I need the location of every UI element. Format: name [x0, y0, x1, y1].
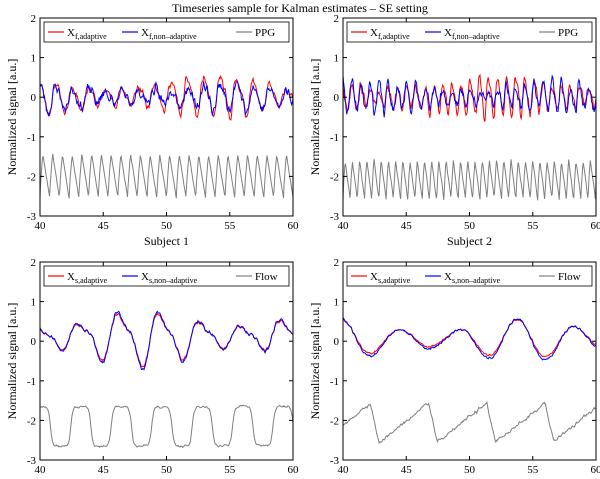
legend: Xs,adaptive Xs,non–adaptive Flow [43, 265, 290, 287]
axes-box [39, 261, 294, 461]
y-tick-label: 2 [31, 257, 37, 269]
y-tick-label: 0 [31, 336, 37, 348]
x-tick-label: 40 [35, 220, 47, 232]
legend-box [43, 265, 290, 287]
legend: Xf,adaptive Xf,non–adaptive PPG [346, 21, 593, 43]
series-line-2-2 [343, 74, 596, 118]
legend-label: PPG [558, 27, 578, 39]
legend-box [43, 21, 290, 43]
x-tick-label: 50 [464, 220, 476, 232]
panel-caption: Subject 2 [447, 234, 492, 248]
x-tick-label: 50 [161, 220, 173, 232]
y-tick-label: -3 [330, 455, 340, 467]
x-tick-label: 55 [527, 464, 539, 476]
y-tick-label: -1 [330, 132, 339, 144]
legend: Xs,adaptive Xs,non–adaptive Flow [346, 265, 593, 287]
y-axis-label: Normalized signal [a.u.] [308, 303, 322, 420]
y-tick-label: 1 [334, 297, 340, 309]
x-tick-label: 55 [527, 220, 539, 232]
series-line-3-3 [40, 404, 293, 449]
x-tick-label: 60 [591, 220, 600, 232]
x-tick-label: 55 [224, 220, 236, 232]
legend-label: Flow [558, 271, 581, 283]
series-line-3-1 [40, 312, 293, 368]
x-tick-label: 50 [464, 464, 476, 476]
legend-box [346, 265, 593, 287]
x-tick-label: 60 [288, 220, 300, 232]
series-line-1-1 [40, 74, 293, 121]
x-tick-label: 50 [161, 464, 173, 476]
series-line-1-3 [40, 153, 293, 199]
y-tick-label: 1 [334, 53, 340, 65]
figure-title: Timeseries sample for Kalman estimates –… [172, 1, 428, 15]
panel-caption: Subject 1 [144, 234, 189, 248]
panel-2: 40 45 50 55 60 2 1 0 -1 -2 -3 Normalized signal [a.… [308, 13, 600, 248]
y-tick-label: -2 [27, 171, 36, 183]
y-tick-label: 1 [31, 297, 37, 309]
y-tick-label: 1 [31, 53, 37, 65]
y-tick-label: -2 [27, 415, 36, 427]
y-tick-label: 2 [31, 13, 37, 25]
legend-label: PPG [255, 27, 275, 39]
series-line-2-3 [343, 159, 596, 201]
y-axis-label: Normalized signal [a.u.] [5, 303, 19, 420]
x-tick-label: 60 [591, 464, 600, 476]
y-tick-label: -1 [27, 132, 36, 144]
y-axis-label: Normalized signal [a.u.] [308, 59, 322, 176]
legend-label: Flow [255, 271, 278, 283]
legend-box [346, 21, 593, 43]
series-line-4-1 [343, 318, 596, 358]
x-tick-label: 45 [98, 464, 110, 476]
x-tick-label: 40 [338, 220, 350, 232]
series-line-2-1 [343, 73, 596, 122]
y-tick-label: -3 [27, 455, 37, 467]
y-tick-label: -3 [27, 211, 37, 223]
x-tick-label: 45 [401, 220, 413, 232]
y-tick-label: -2 [330, 171, 339, 183]
y-tick-label: -1 [330, 376, 339, 388]
x-tick-label: 40 [338, 464, 350, 476]
x-tick-label: 40 [35, 464, 47, 476]
panel-4: 40 45 50 55 60 2 1 0 -1 -2 -3 Normalized signal [a.… [308, 257, 600, 479]
y-tick-label: -1 [27, 376, 36, 388]
y-tick-label: 2 [334, 13, 340, 25]
y-tick-label: -3 [330, 211, 340, 223]
x-tick-label: 45 [401, 464, 413, 476]
series-line-1-2 [40, 80, 293, 117]
legend: Xf,adaptive Xf,non–adaptive PPG [43, 21, 290, 43]
series-line-4-2 [343, 317, 596, 361]
y-tick-label: -2 [330, 415, 339, 427]
y-tick-label: 0 [334, 336, 340, 348]
y-tick-label: 0 [334, 92, 340, 104]
y-tick-label: 0 [31, 92, 37, 104]
series-line-4-3 [343, 400, 596, 444]
axes-box [342, 261, 597, 461]
x-tick-label: 45 [98, 220, 110, 232]
panel-1: 40 45 50 55 60 2 1 0 -1 -2 -3 Normalized signal [a.… [5, 13, 299, 248]
panel-3: 40 45 50 55 60 2 1 0 -1 -2 -3 Normalized signal [a.… [5, 257, 299, 479]
x-tick-label: 55 [224, 464, 236, 476]
y-axis-label: Normalized signal [a.u.] [5, 59, 19, 176]
x-tick-label: 60 [288, 464, 300, 476]
series-line-3-2 [40, 310, 293, 371]
y-tick-label: 2 [334, 257, 340, 269]
